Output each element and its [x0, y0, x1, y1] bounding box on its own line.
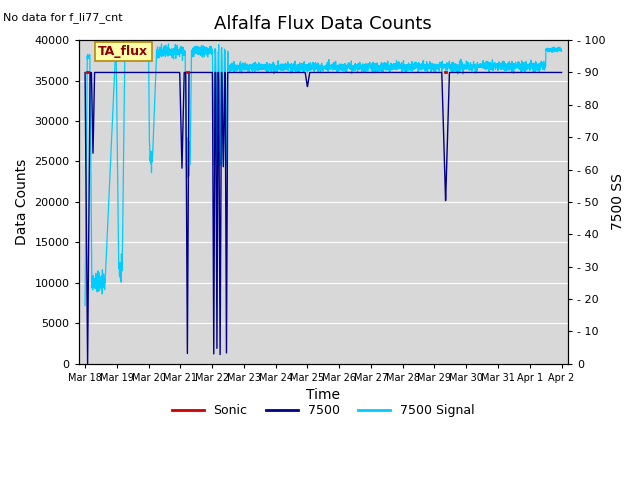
Y-axis label: 7500 SS: 7500 SS [611, 173, 625, 230]
Text: No data for f_li77_cnt: No data for f_li77_cnt [3, 12, 123, 23]
Title: Alfalfa Flux Data Counts: Alfalfa Flux Data Counts [214, 15, 432, 33]
Text: TA_flux: TA_flux [99, 45, 148, 58]
Legend: Sonic, 7500, 7500 Signal: Sonic, 7500, 7500 Signal [168, 399, 479, 422]
Y-axis label: Data Counts: Data Counts [15, 159, 29, 245]
X-axis label: Time: Time [307, 388, 340, 402]
